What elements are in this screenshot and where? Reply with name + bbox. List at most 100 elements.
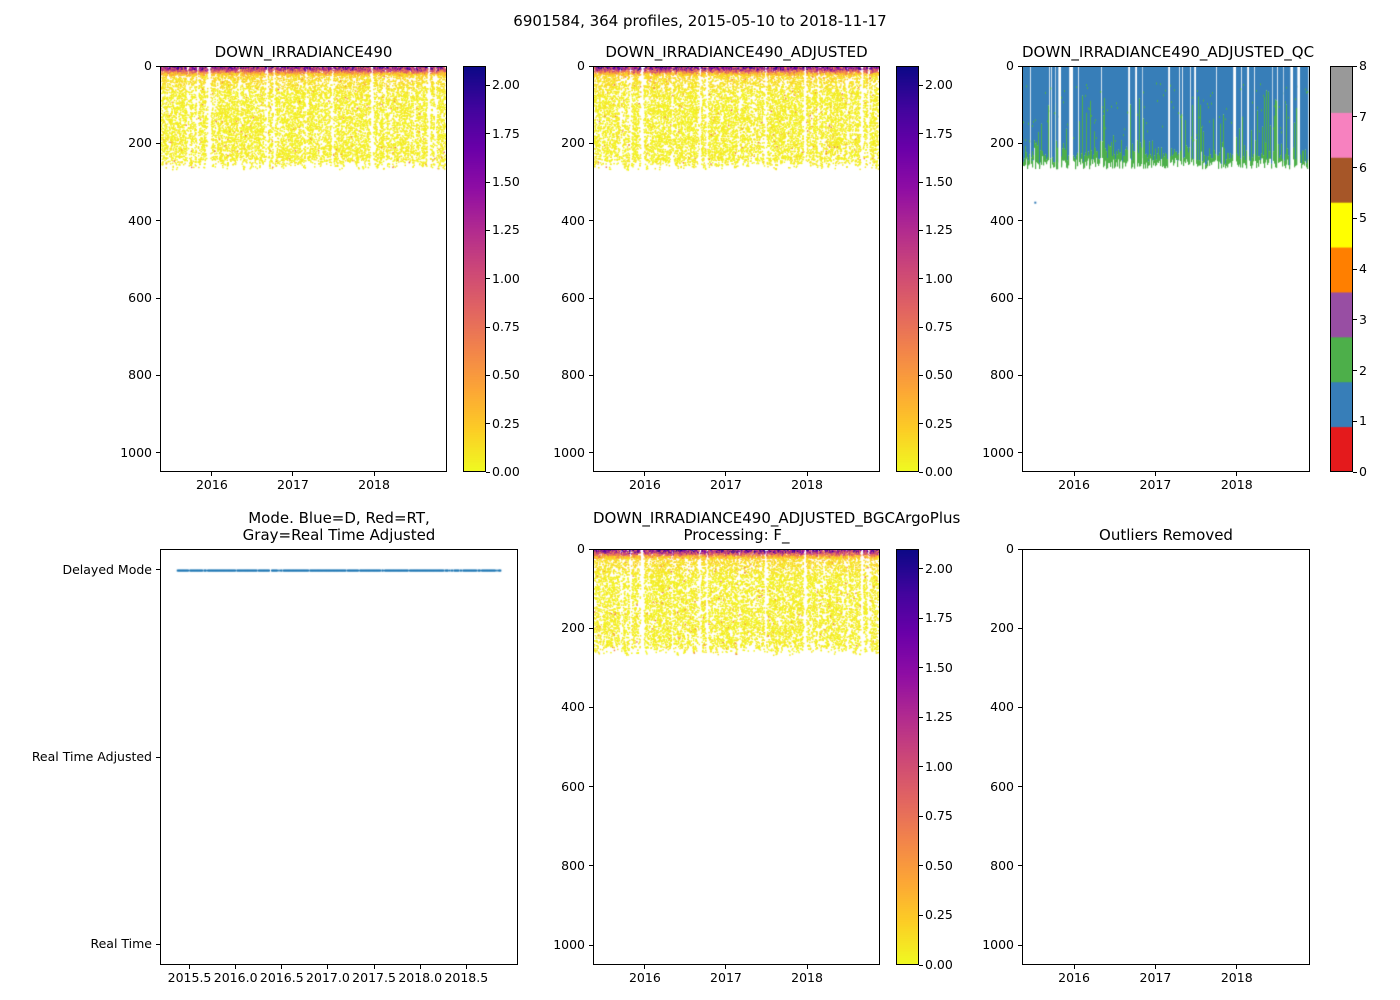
y-tick-mark	[156, 374, 160, 376]
x-tick-mark	[806, 965, 808, 969]
colorbar-tick-label: 1.75	[492, 125, 520, 141]
y-tick-mark	[1018, 944, 1022, 946]
plot-title: Outliers Removed	[1099, 526, 1233, 544]
x-tick-label: 2016.0	[213, 970, 258, 985]
x-tick-label: 2017	[710, 970, 742, 985]
plot-title: DOWN_IRRADIANCE490_ADJUSTED	[605, 43, 868, 61]
y-tick-mark	[1018, 452, 1022, 454]
y-tick-mark	[589, 297, 593, 299]
plot-title: Mode. Blue=D, Red=RT, Gray=Real Time Adj…	[242, 509, 436, 544]
x-tick-label: 2017.5	[352, 970, 396, 985]
x-tick-label: 2016	[1058, 477, 1090, 492]
colorbar-tick-mark	[486, 133, 490, 135]
colorbar-tick-label: 1.25	[925, 709, 953, 725]
colorbar-tick-mark	[1353, 319, 1357, 321]
y-tick-label: 600	[990, 778, 1014, 794]
colorbar-tick-label: 8	[1359, 58, 1367, 73]
x-tick-mark	[373, 965, 375, 969]
x-tick-label: 2017	[1139, 970, 1172, 985]
y-tick-mark	[589, 142, 593, 144]
colorbar-tick-mark	[1353, 420, 1357, 422]
x-tick-mark	[644, 472, 646, 476]
colorbar-tick-label: 1.75	[925, 610, 953, 626]
colorbar-tick-mark	[486, 423, 490, 425]
y-tick-mark	[589, 548, 593, 550]
colorbar-tick-label: 0.25	[925, 415, 953, 431]
figure-suptitle: 6901584, 364 profiles, 2015-05-10 to 201…	[513, 12, 887, 30]
y-tick-label: Real Time Adjusted	[31, 749, 152, 764]
x-tick-mark	[1154, 965, 1156, 969]
colorbar-tick-mark	[919, 471, 923, 473]
x-tick-label: 2016	[1058, 970, 1090, 985]
x-tick-label: 2017	[710, 477, 742, 492]
colorbar-tick-label: 0.25	[925, 907, 953, 923]
y-tick-label: 800	[561, 367, 585, 383]
y-tick-label: 0	[1006, 541, 1014, 556]
colorbar-tick-label: 1.00	[492, 270, 520, 286]
y-tick-mark	[589, 65, 593, 67]
colorbar-tick-label: 0.00	[925, 464, 953, 479]
colorbar-tick-mark	[919, 181, 923, 183]
colorbar-tick-mark	[486, 229, 490, 231]
y-tick-mark	[589, 944, 593, 946]
x-tick-mark	[1236, 965, 1238, 969]
colorbar-tick-label: 6	[1359, 159, 1367, 175]
y-tick-label: 1000	[120, 444, 152, 460]
y-tick-mark	[156, 65, 160, 67]
x-tick-mark	[644, 965, 646, 969]
colorbar-tick-mark	[486, 326, 490, 328]
x-tick-mark	[292, 472, 294, 476]
x-tick-label: 2018.5	[444, 970, 489, 985]
x-tick-label: 2018	[1220, 477, 1253, 492]
x-tick-label: 2016	[628, 477, 661, 492]
colorbar-tick-label: 4	[1359, 261, 1367, 276]
y-tick-label: 800	[128, 367, 152, 383]
y-tick-mark	[1018, 627, 1022, 629]
x-tick-mark	[189, 965, 191, 969]
colorbar-tick-label: 1.50	[492, 174, 520, 189]
x-tick-mark	[419, 965, 421, 969]
x-tick-label: 2016.5	[259, 970, 304, 985]
colorbar-tick-mark	[919, 423, 923, 425]
x-tick-mark	[806, 472, 808, 476]
colorbar-gradient	[897, 550, 918, 964]
colorbar-tick-label: 5	[1359, 210, 1367, 226]
y-tick-mark	[589, 865, 593, 867]
y-tick-mark	[1018, 706, 1022, 708]
scatter-plot-canvas	[594, 550, 879, 964]
x-tick-mark	[281, 965, 283, 969]
scatter-plot-canvas	[161, 67, 446, 471]
y-tick-label: 400	[128, 212, 152, 228]
y-tick-mark	[156, 220, 160, 222]
y-tick-label: 400	[561, 699, 585, 715]
x-tick-mark	[1073, 472, 1075, 476]
qc-colorbar	[1330, 66, 1353, 472]
colorbar-tick-mark	[1353, 217, 1357, 219]
y-tick-label: 200	[128, 135, 152, 151]
y-tick-mark	[156, 943, 160, 945]
plot-axes	[1022, 549, 1310, 965]
y-tick-mark	[156, 756, 160, 758]
colorbar-tick-label: 0.00	[492, 464, 520, 479]
y-tick-label: 400	[990, 699, 1014, 715]
colorbar-tick-mark	[1353, 65, 1357, 67]
colorbar-tick-label: 1.25	[925, 222, 953, 238]
colorbar	[463, 66, 486, 472]
y-tick-mark	[1018, 548, 1022, 550]
colorbar-tick-label: 2.00	[492, 77, 520, 93]
colorbar-tick-mark	[486, 374, 490, 376]
y-tick-label: 0	[577, 541, 585, 556]
x-tick-mark	[725, 965, 727, 969]
y-tick-mark	[589, 627, 593, 629]
y-tick-label: 800	[561, 857, 585, 873]
x-tick-mark	[235, 965, 237, 969]
colorbar-tick-label: 0	[1359, 464, 1367, 479]
x-tick-mark	[1154, 472, 1156, 476]
colorbar-tick-label: 1.00	[925, 758, 953, 774]
y-tick-label: 200	[990, 620, 1014, 636]
y-tick-label: 600	[128, 290, 152, 305]
y-tick-label: 800	[990, 857, 1014, 873]
empty-plot-canvas	[1023, 550, 1309, 964]
colorbar-tick-label: 0.50	[925, 857, 953, 873]
colorbar-tick-label: 1.00	[925, 270, 953, 286]
